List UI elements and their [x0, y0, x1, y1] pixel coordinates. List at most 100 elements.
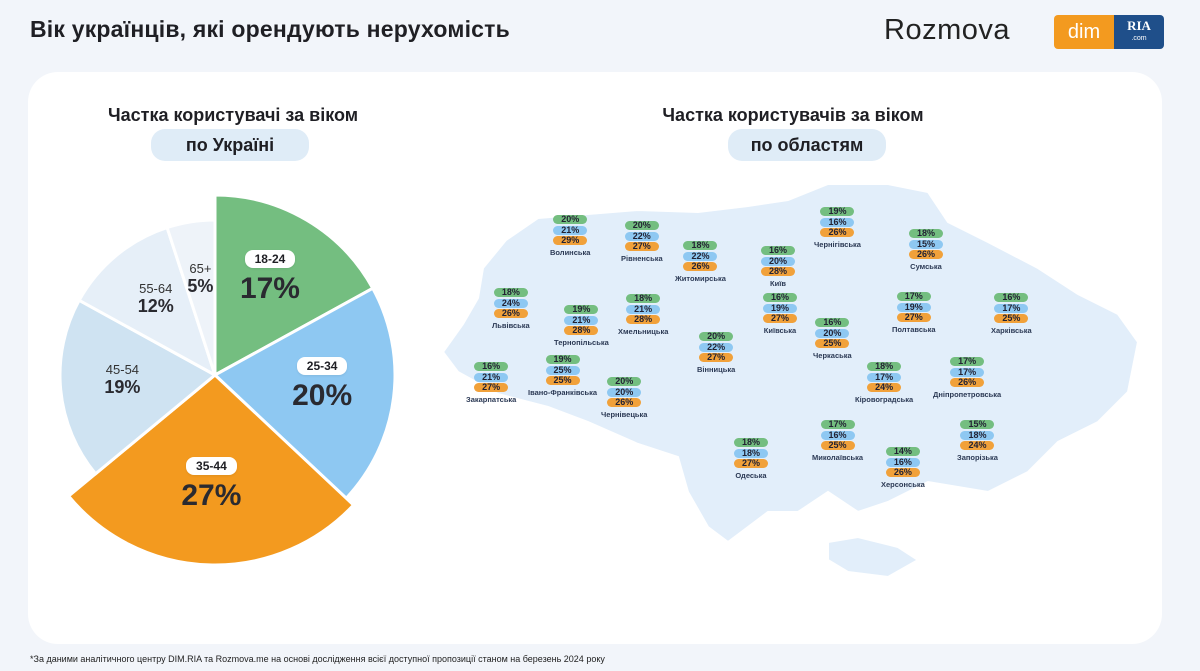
pie-category-label: 25-34: [296, 356, 348, 375]
region-Житомирська: 18% 22% 26% Житомирська: [675, 241, 726, 283]
region-value: 18%: [734, 438, 768, 447]
region-value: 22%: [683, 251, 718, 261]
page-title: Вік українців, які орендують нерухомість: [30, 16, 510, 42]
region-Дніпропетровська: 17% 17% 26% Дніпропетровська: [933, 357, 1001, 399]
region-name: Рівненська: [621, 253, 663, 263]
region-value: 19%: [564, 305, 599, 314]
region-value: 24%: [493, 298, 528, 308]
region-Херсонська: 14% 16% 26% Херсонська: [881, 447, 925, 489]
region-value: 21%: [564, 315, 599, 325]
region-Кіровоградська: 18% 17% 24% Кіровоградська: [855, 362, 913, 404]
region-value: 16%: [815, 318, 850, 327]
region-value: 17%: [950, 367, 985, 377]
region-value: 18%: [683, 241, 718, 250]
region-name: Запорізька: [957, 452, 998, 462]
region-Львівська: 18% 24% 26% Львівська: [492, 288, 530, 330]
region-name: Вінницька: [697, 364, 736, 374]
region-value: 28%: [761, 267, 795, 276]
pie-category-label: 55-64: [139, 281, 173, 297]
region-name: Закарпатська: [466, 394, 517, 404]
region-value: 19%: [545, 355, 580, 364]
region-Хмельницька: 18% 21% 28% Хмельницька: [618, 294, 668, 336]
pie-label-25-34: 25-34 20%: [277, 356, 367, 413]
region-value: 20%: [553, 215, 588, 224]
pie-label-55-64: 55-64 12%: [126, 281, 186, 317]
region-value: 15%: [909, 239, 943, 249]
region-value: 18%: [867, 362, 902, 371]
region-value: 19%: [763, 303, 797, 313]
region-value: 26%: [885, 468, 920, 477]
pie-label-18-24: 18-24 17%: [225, 250, 315, 306]
content-card: Частка користувачі за віком по Україні Ч…: [28, 72, 1162, 644]
region-Чернігівська: 19% 16% 26% Чернігівська: [814, 207, 861, 249]
pie-label-65+: 65+ 5%: [170, 261, 230, 297]
ria-logo-sub: .com: [1131, 35, 1147, 42]
region-value: 27%: [896, 313, 931, 322]
region-value: 26%: [607, 398, 642, 407]
dimria-logo: dim RIA .com: [1054, 15, 1164, 49]
region-name: Житомирська: [675, 273, 726, 283]
ria-logo-text: RIA: [1127, 18, 1151, 33]
region-name: Дніпропетровська: [933, 389, 1002, 399]
region-value: 17%: [820, 420, 855, 429]
region-value: 25%: [820, 441, 855, 450]
pie-category-label: 18-24: [244, 250, 296, 269]
pie-category-label: 45-54: [105, 361, 140, 377]
pie-label-45-54: 45-54 19%: [92, 362, 152, 398]
region-value: 29%: [553, 236, 588, 245]
region-value: 20%: [699, 332, 734, 341]
region-Івано-Франківська: 19% 25% 25% Івано-Франківська: [528, 355, 597, 397]
region-value: 20%: [761, 256, 795, 266]
region-value: 16%: [820, 430, 855, 440]
region-value: 25%: [545, 376, 580, 385]
rozmova-logo: Rozmova: [884, 14, 1010, 46]
region-Черкаська: 16% 20% 25% Черкаська: [813, 318, 852, 360]
region-name: Харківська: [991, 325, 1032, 335]
pie-value-label: 27%: [181, 478, 242, 512]
region-value: 26%: [909, 250, 943, 259]
region-value: 20%: [815, 328, 850, 338]
region-value: 21%: [626, 304, 661, 314]
region-name: Київ: [770, 278, 786, 288]
region-value: 19%: [820, 207, 855, 216]
region-value: 16%: [820, 217, 855, 227]
region-name: Івано-Франківська: [528, 387, 598, 397]
region-value: 20%: [624, 221, 659, 230]
region-value: 17%: [896, 292, 931, 301]
region-value: 26%: [950, 378, 985, 387]
region-value: 26%: [493, 309, 528, 318]
ria-logo-part: RIA .com: [1114, 15, 1164, 49]
map-outline: [441, 183, 1140, 544]
region-value: 18%: [909, 229, 943, 238]
region-name: Тернопільська: [554, 337, 609, 347]
region-Волинська: 20% 21% 29% Волинська: [550, 215, 590, 257]
region-value: 27%: [624, 242, 659, 251]
pie-category-label: 65+: [189, 261, 212, 277]
region-value: 18%: [960, 430, 995, 440]
region-value: 25%: [994, 314, 1029, 323]
region-value: 18%: [626, 294, 661, 303]
region-value: 16%: [763, 293, 797, 302]
region-value: 18%: [734, 448, 768, 458]
region-name: Черкаська: [813, 350, 852, 360]
region-Полтавська: 17% 19% 27% Полтавська: [892, 292, 936, 334]
pie-value-label: 12%: [137, 296, 174, 317]
pie-chart-subtitle: по Україні: [151, 129, 309, 161]
region-value: 22%: [699, 342, 734, 352]
pie-value-label: 5%: [187, 276, 214, 297]
region-value: 21%: [474, 372, 509, 382]
region-name: Чернівецька: [601, 409, 648, 419]
region-value: 27%: [734, 459, 768, 468]
region-value: 26%: [820, 228, 855, 237]
ukraine-map-shape: [441, 183, 1140, 579]
region-value: 27%: [474, 383, 509, 392]
region-Чернівецька: 20% 20% 26% Чернівецька: [601, 377, 647, 419]
pie-value-label: 19%: [104, 376, 141, 397]
region-value: 17%: [867, 372, 902, 382]
region-value: 24%: [867, 383, 902, 392]
region-value: 24%: [960, 441, 995, 450]
region-value: 20%: [607, 387, 642, 397]
region-Вінницька: 20% 22% 27% Вінницька: [697, 332, 735, 374]
dim-logo-part: dim: [1054, 15, 1114, 49]
crimea-shape: [827, 535, 920, 579]
